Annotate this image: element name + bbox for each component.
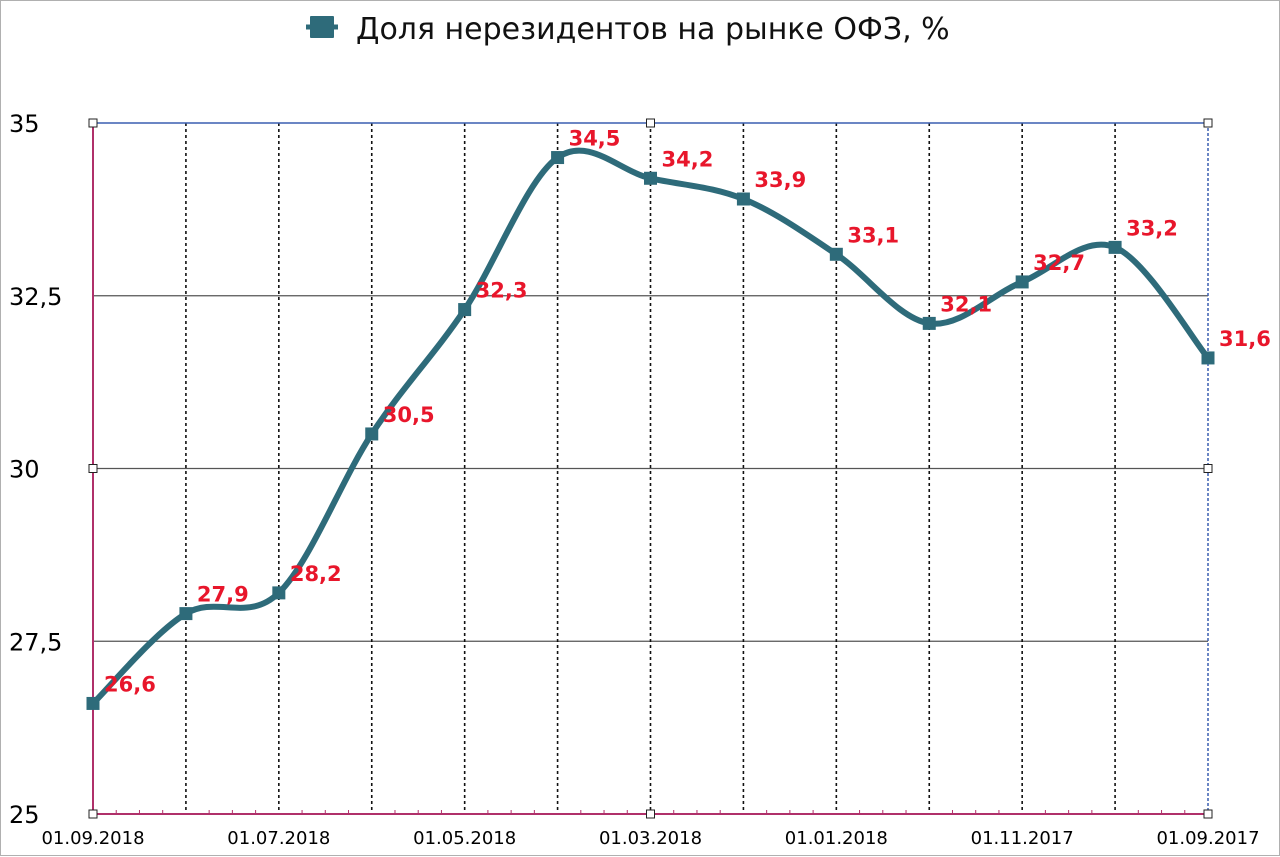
x-tick-label: 01.03.2018	[599, 828, 702, 849]
plot-area-handle[interactable]	[1203, 809, 1213, 819]
data-point-marker[interactable]	[551, 151, 565, 165]
data-label: 33,1	[847, 223, 899, 247]
data-point-marker[interactable]	[272, 586, 286, 600]
data-point-marker[interactable]	[1015, 275, 1029, 289]
x-tick-label: 01.07.2018	[227, 828, 330, 849]
data-point-marker[interactable]	[365, 427, 379, 441]
data-label: 34,5	[569, 127, 621, 151]
y-tick-label: 35	[9, 110, 40, 138]
y-tick-label: 25	[9, 801, 40, 829]
data-label: 32,7	[1033, 251, 1085, 275]
data-point-marker[interactable]	[736, 192, 750, 206]
x-tick-label: 01.11.2017	[971, 828, 1074, 849]
y-tick-label: 32,5	[9, 283, 62, 311]
data-label: 30,5	[383, 403, 435, 427]
x-tick-label: 01.05.2018	[413, 828, 516, 849]
y-tick-label: 30	[9, 456, 40, 484]
data-point-marker[interactable]	[922, 316, 936, 330]
data-point-marker[interactable]	[1108, 240, 1122, 254]
data-label: 34,2	[662, 147, 714, 171]
plot-area-handle[interactable]	[88, 809, 98, 819]
plot-area-handle[interactable]	[646, 118, 655, 128]
x-tick-label: 01.09.2017	[1156, 828, 1259, 849]
data-label: 32,3	[476, 279, 528, 303]
data-point-marker[interactable]	[86, 696, 100, 710]
data-label: 33,2	[1126, 216, 1178, 240]
data-point-marker[interactable]	[644, 171, 657, 185]
data-label: 27,9	[197, 583, 249, 607]
plot-area-handle[interactable]	[1203, 118, 1213, 128]
x-tick-label: 01.01.2018	[785, 828, 888, 849]
plot-area-handle[interactable]	[88, 118, 98, 128]
data-label: 28,2	[290, 562, 342, 586]
data-point-marker[interactable]	[179, 607, 193, 621]
data-point-marker[interactable]	[1201, 351, 1215, 365]
data-label: 31,6	[1219, 327, 1271, 351]
legend-label: Доля нерезидентов на рынке ОФЗ, %	[356, 12, 950, 47]
plot-area-handle[interactable]	[1203, 464, 1213, 473]
x-tick-label: 01.09.2018	[41, 828, 144, 849]
y-tick-label: 27,5	[9, 628, 62, 656]
data-label: 33,9	[754, 168, 806, 192]
plot-area-handle[interactable]	[646, 809, 655, 819]
data-label: 26,6	[104, 672, 156, 696]
data-point-marker[interactable]	[829, 247, 843, 261]
data-point-marker[interactable]	[458, 303, 472, 317]
data-label: 32,1	[940, 292, 992, 316]
plot-area-handle[interactable]	[88, 464, 98, 473]
